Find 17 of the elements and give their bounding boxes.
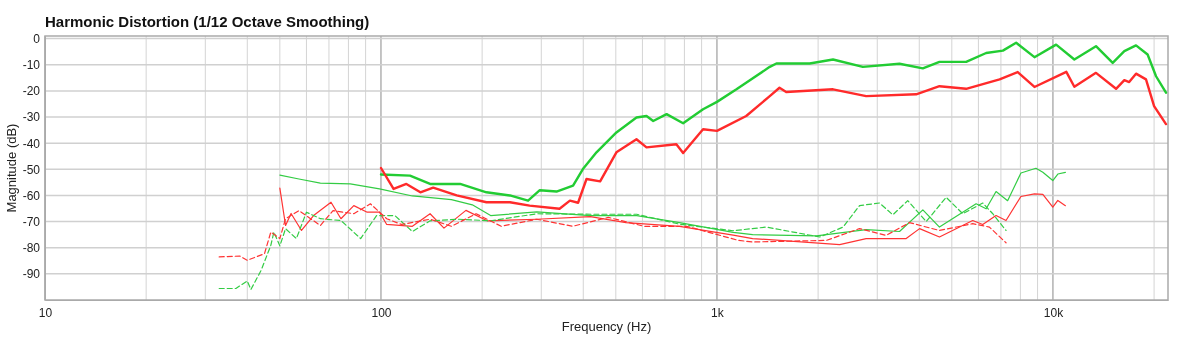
y-axis-title: Magnitude (dB): [4, 123, 19, 213]
y-tick-label: -80: [22, 241, 41, 256]
y-tick-label: -20: [22, 84, 41, 99]
y-tick-label: -70: [22, 214, 41, 229]
x-axis-title: Frequency (Hz): [561, 319, 652, 334]
y-tick-label: -90: [22, 267, 41, 282]
y-tick-label: -40: [22, 136, 41, 151]
y-tick-label: -60: [22, 188, 41, 203]
x-tick-label: 10k: [1043, 305, 1065, 320]
y-tick-label: -10: [22, 58, 41, 73]
x-tick-label: 100: [371, 305, 392, 320]
y-tick-label: -50: [22, 162, 41, 177]
chart-title: Harmonic Distortion (1/12 Octave Smoothing): [45, 13, 370, 30]
x-tick-label: 1k: [711, 305, 725, 320]
x-tick-label: 10: [38, 305, 53, 320]
y-tick-label: 0: [33, 31, 41, 46]
y-tick-label: -30: [22, 110, 41, 125]
